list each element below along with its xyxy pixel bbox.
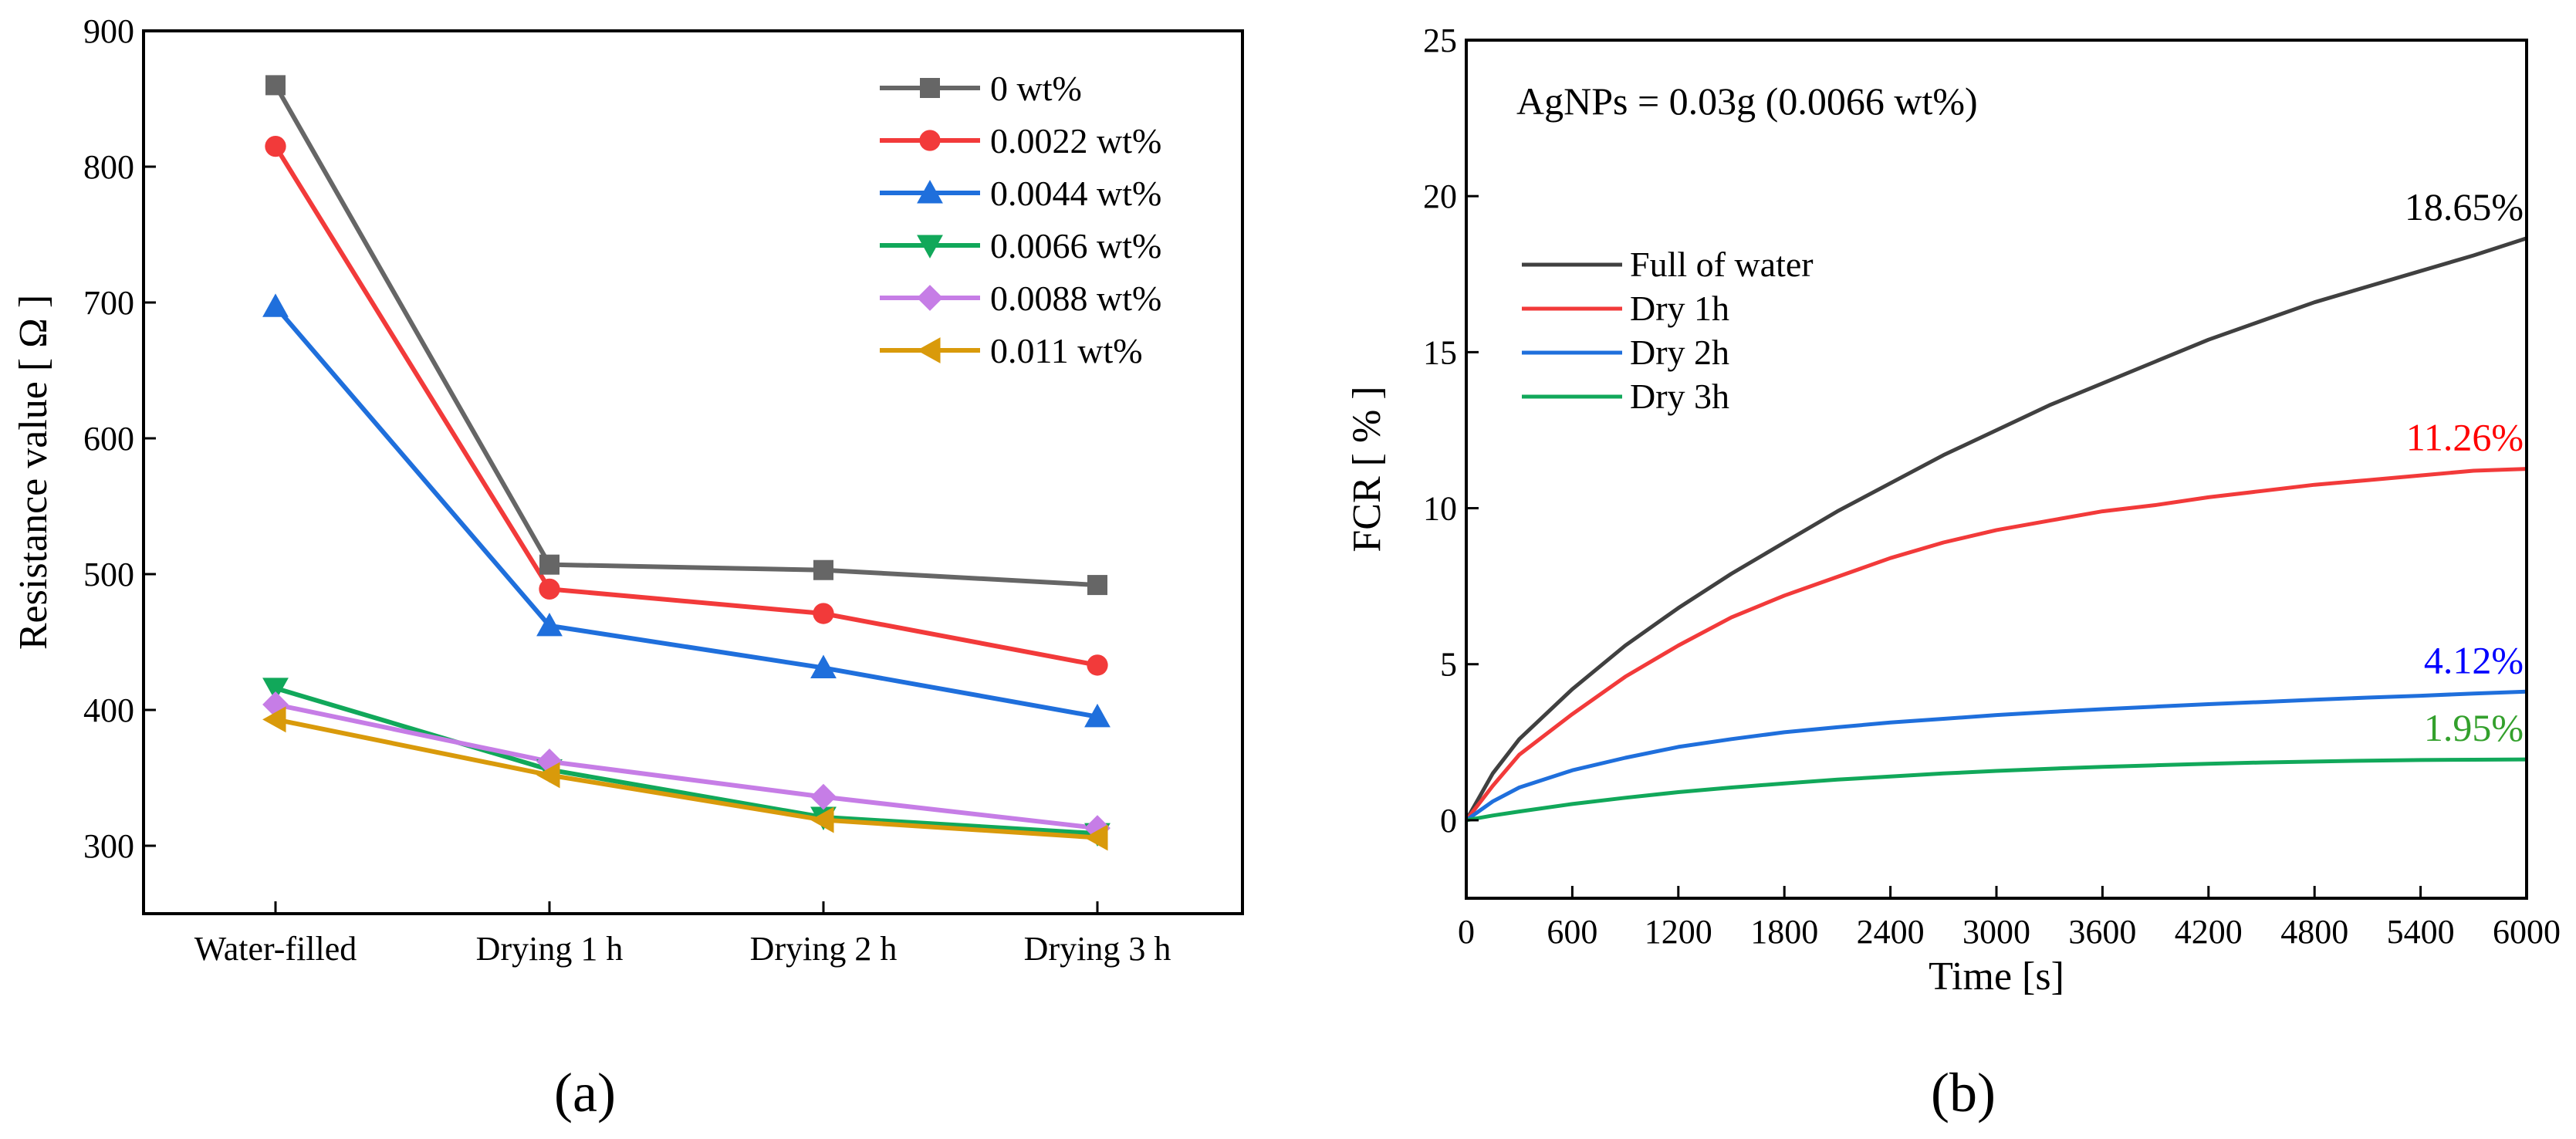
series-line-dry-3h	[1465, 757, 2527, 823]
data-point-0-wt	[813, 559, 833, 580]
end-value-label-full-of-water: 18.65%	[2405, 185, 2524, 228]
panel-a-y-tick-label: 600	[83, 420, 134, 458]
legend-marker-0-0022-wt	[919, 130, 941, 151]
panel-a-y-tick-label: 900	[83, 12, 134, 50]
panel-b-y-tick-label: 25	[1423, 22, 1457, 59]
panel-a-x-tick-label: Drying 3 h	[1024, 930, 1171, 968]
data-point-0-wt	[265, 75, 286, 96]
legend-label-0-0066-wt: 0.0066 wt%	[990, 226, 1161, 265]
data-point-0-0044-wt	[536, 612, 563, 637]
panel-a-plot-frame	[142, 29, 1244, 915]
legend-label-0-0088-wt: 0.0088 wt%	[990, 279, 1161, 318]
legend-label-0-011-wt: 0.011 wt%	[990, 331, 1143, 370]
panel-a-y-tick-label: 300	[83, 827, 134, 865]
panel-b-y-tick-label: 0	[1440, 802, 1457, 840]
data-point-0-0044-wt	[262, 293, 289, 317]
series-line-0-0066-wt	[275, 685, 1098, 837]
panel-a-y-axis-title: Resistance value [ Ω ]	[12, 295, 56, 650]
data-point-0-011-wt	[810, 806, 834, 833]
panel-b-x-tick-label: 0	[1458, 913, 1475, 951]
data-point-0-011-wt	[262, 706, 286, 733]
end-value-label-dry-3h: 1.95%	[2424, 706, 2524, 749]
panel-b-x-tick-label: 5400	[2387, 913, 2455, 951]
panel-b-y-tick-label: 5	[1440, 646, 1457, 684]
panel-b-x-tick-label: 4800	[2280, 913, 2348, 951]
data-point-0-wt	[1087, 575, 1107, 596]
panel-b-y-tick-label: 10	[1423, 490, 1457, 528]
panel-b-chart: 0 5 10 15 20 25 0 600 1200 1800 2400 3000 3600 4200 4…	[1345, 22, 2561, 1124]
data-point-0-0044-wt	[810, 654, 837, 678]
series-line-0-0044-wt	[273, 305, 1098, 719]
panel-b-x-tick-label: 1200	[1645, 913, 1712, 951]
panel-a-x-tick-label: Drying 2 h	[750, 930, 898, 968]
legend-label-0-0044-wt: 0.0044 wt%	[990, 174, 1161, 213]
panel-a-label: (a)	[554, 1062, 616, 1124]
series-line-dry-1h	[1465, 467, 2527, 822]
data-point-0-0022-wt	[265, 135, 286, 157]
panel-b-x-tick-label: 3600	[2068, 913, 2136, 951]
data-point-0-011-wt	[536, 762, 560, 789]
data-point-0-0022-wt	[813, 603, 834, 624]
legend-label-dry-1h: Dry 1h	[1630, 289, 1729, 328]
data-point-0-0044-wt	[1084, 703, 1111, 728]
series-line-0-wt	[273, 83, 1098, 588]
legend-label-full-of-water: Full of water	[1630, 245, 1814, 284]
legend-marker-0-0066-wt	[917, 235, 943, 259]
legend-marker-0-011-wt	[917, 337, 941, 363]
series-line-0-011-wt	[275, 717, 1098, 840]
legend-label-dry-3h: Dry 3h	[1630, 377, 1729, 416]
end-value-label-dry-2h: 4.12%	[2424, 638, 2524, 681]
legend-label-dry-2h: Dry 2h	[1630, 333, 1729, 372]
panel-b-y-tick-label: 15	[1423, 333, 1457, 371]
panel-a-x-tick-label: Water-filled	[194, 930, 357, 968]
legend-marker-0-wt	[920, 78, 940, 98]
panel-b-x-tick-label: 600	[1547, 913, 1597, 951]
data-point-0-0066-wt	[262, 678, 289, 701]
panel-b-x-tick-label: 6000	[2493, 913, 2561, 951]
legend-label-0-0022-wt: 0.0022 wt%	[990, 121, 1161, 161]
end-value-label-dry-1h: 11.26%	[2406, 416, 2524, 459]
series-line-0-0022-wt	[273, 145, 1098, 668]
series-line-dry-2h	[1465, 689, 2527, 822]
panel-b-y-tick-label: 20	[1423, 177, 1457, 215]
series-line-0-0088-wt	[275, 702, 1098, 831]
panel-a-y-tick-label: 700	[83, 284, 134, 322]
panel-b-x-tick-label: 3000	[1962, 913, 2030, 951]
series-line-full-of-water	[1464, 236, 2527, 822]
panel-b-annotation: AgNPs = 0.03g (0.0066 wt%)	[1516, 79, 1978, 123]
panel-b-x-tick-label: 4200	[2175, 913, 2243, 951]
data-point-0-011-wt	[1084, 824, 1108, 851]
panel-a-y-tick-label: 800	[83, 148, 134, 186]
panel-a-y-tick-label: 500	[83, 556, 134, 593]
legend-marker-0-0044-wt	[917, 180, 943, 204]
data-point-0-0022-wt	[539, 578, 560, 600]
panel-b-label: (b)	[1931, 1062, 1996, 1124]
panel-a-y-tick-label: 400	[83, 691, 134, 729]
panel-a-x-tick-label: Drying 1 h	[476, 930, 624, 968]
data-point-0-0088-wt	[810, 783, 837, 810]
legend-label-0-wt: 0 wt%	[990, 69, 1082, 108]
data-point-0-0022-wt	[1087, 654, 1108, 676]
data-point-0-wt	[539, 554, 559, 575]
panel-b-x-axis-title: Time [s]	[1929, 955, 2064, 999]
panel-b-x-tick-label: 1800	[1750, 913, 1818, 951]
panel-a-chart: 300 400 500 600 700 800 900 Water-filled Drying…	[12, 12, 1244, 1124]
panel-b-x-tick-label: 2400	[1857, 913, 1925, 951]
legend-marker-0-0088-wt	[917, 285, 943, 311]
panel-b-y-axis-title: FCR [ % ]	[1345, 386, 1389, 552]
